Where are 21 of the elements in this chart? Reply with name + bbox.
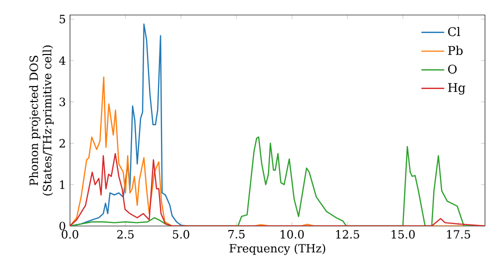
x-tick-label: 0.0 [62,230,78,239]
y-tick-label: 1 [60,180,64,189]
y-tick-label: 4 [59,56,66,65]
x-tick-label: 12.5 [336,230,360,239]
legend-label: Hg [448,83,466,95]
x-tick-label: 5.0 [172,230,190,239]
y-tick-label: 0 [60,222,66,230]
x-tick-label: 17.5 [447,230,470,239]
line-series [70,153,485,226]
legend-label: Pb [448,46,463,56]
y-axis-title: Phonon projected DOS (States/THz·primitive cell) [29,46,54,196]
legend-label: O [448,64,457,74]
x-tick-label: 2.5 [117,230,134,239]
y-tick-label: 5 [60,14,66,24]
x-tick-label: 7.5 [228,230,245,238]
y-tick-label: 3 [60,98,66,106]
y-tick-label: 2 [60,139,65,148]
x-tick-label: 10.0 [280,230,304,239]
x-axis-title: Frequency (THz) [230,244,326,255]
legend-label: Cl [448,26,460,36]
x-tick-label: 15.0 [392,230,415,239]
